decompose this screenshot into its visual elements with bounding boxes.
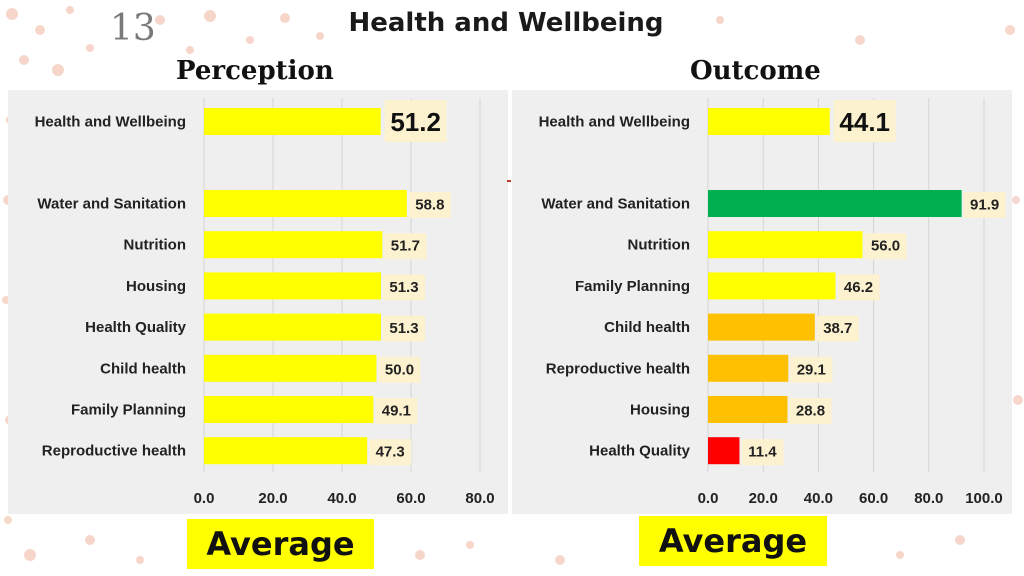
perception-chart: 0.0 20.0 40.0 60.0 80.0 Health and Wellbeing 5… — [8, 90, 508, 514]
perception-category-label: Health Quality — [85, 319, 187, 336]
perception-data-label: 51.7 — [391, 238, 420, 255]
perception-data-label-bg — [408, 192, 451, 218]
outcome-average-badge: Average — [639, 516, 827, 566]
perception-category-label: Water and Sanitation — [37, 196, 186, 213]
perception-x-tick-label: 80.0 — [465, 490, 494, 507]
perception-x-tick-label: 0.0 — [194, 490, 215, 507]
perception-bar — [204, 231, 383, 259]
outcome-headline-bar — [708, 108, 830, 135]
outcome-bar — [708, 313, 815, 341]
outcome-data-label-bg — [741, 439, 784, 466]
perception-data-label: 50.0 — [385, 361, 414, 378]
outcome-chart-svg: 0.0 20.0 40.0 60.0 80.0 100.0 Health and Wellb… — [539, 98, 1006, 507]
perception-data-label-bg — [382, 315, 425, 342]
outcome-title: Outcome — [690, 56, 821, 86]
outcome-category-label: Health Quality — [589, 443, 691, 460]
outcome-category-label: Housing — [630, 402, 690, 419]
outcome-category-label: Family Planning — [575, 278, 690, 295]
outcome-x-tick-label: 80.0 — [914, 490, 943, 507]
perception-bar — [204, 396, 374, 423]
perception-x-tick-label: 20.0 — [258, 490, 287, 507]
outcome-bar — [708, 437, 740, 465]
outcome-bar — [708, 354, 789, 382]
perception-data-label: 51.3 — [389, 279, 418, 296]
outcome-bar — [708, 272, 836, 300]
perception-data-label-bg — [384, 233, 427, 260]
outcome-data-label-bg — [790, 356, 833, 383]
outcome-x-tick-label: 0.0 — [698, 490, 719, 507]
outcome-bar — [708, 231, 863, 259]
outcome-chart: 0.0 20.0 40.0 60.0 80.0 100.0 Health and Wellb… — [512, 90, 1012, 514]
outcome-data-label-bg — [864, 233, 907, 260]
slide-number: 13 — [110, 8, 156, 49]
outcome-data-label-bg — [789, 398, 832, 424]
outcome-category-label: Health and Wellbeing — [539, 114, 690, 131]
outcome-category-label: Reproductive health — [546, 360, 690, 377]
outcome-data-label: 91.9 — [970, 197, 999, 214]
divider-mark — [507, 180, 511, 182]
perception-data-label-bg — [382, 274, 425, 301]
outcome-headline-value: 44.1 — [839, 107, 890, 137]
outcome-data-label: 29.1 — [797, 361, 826, 378]
perception-x-tick-label: 40.0 — [327, 490, 356, 507]
page-title: Health and Wellbeing — [348, 8, 664, 38]
outcome-x-tick-label: 100.0 — [965, 490, 1003, 507]
perception-headline-label-bg — [384, 100, 447, 142]
perception-data-label: 51.3 — [389, 320, 418, 337]
outcome-bar — [708, 396, 788, 423]
outcome-data-label: 28.8 — [796, 403, 825, 420]
perception-bar — [204, 354, 377, 382]
outcome-x-tick-label: 60.0 — [859, 490, 888, 507]
outcome-bar — [708, 190, 962, 217]
perception-title: Perception — [176, 56, 334, 86]
outcome-data-label: 11.4 — [748, 444, 777, 461]
perception-category-label: Health and Wellbeing — [35, 114, 186, 131]
outcome-category-label: Child health — [604, 319, 690, 336]
perception-data-label-bg — [369, 439, 412, 466]
outcome-x-tick-label: 40.0 — [804, 490, 833, 507]
perception-category-label: Nutrition — [124, 237, 186, 254]
perception-bar — [204, 272, 381, 300]
perception-category-label: Family Planning — [71, 402, 186, 419]
perception-data-label: 49.1 — [382, 403, 411, 420]
perception-bar — [204, 313, 381, 341]
perception-average-badge: Average — [187, 519, 374, 569]
perception-data-label: 58.8 — [415, 197, 444, 214]
perception-x-tick-label: 60.0 — [396, 490, 425, 507]
outcome-data-label-bg — [816, 315, 859, 342]
perception-headline-value: 51.2 — [390, 107, 441, 137]
outcome-category-label: Nutrition — [628, 237, 690, 254]
outcome-data-label: 56.0 — [871, 238, 900, 255]
perception-data-label-bg — [378, 356, 421, 383]
perception-headline-bar — [204, 108, 381, 135]
outcome-headline-label-bg — [833, 100, 896, 142]
outcome-data-label: 46.2 — [844, 279, 873, 296]
perception-bar — [204, 190, 407, 217]
outcome-data-label-bg — [963, 192, 1006, 218]
perception-data-label: 47.3 — [376, 444, 405, 461]
perception-category-label: Housing — [126, 278, 186, 295]
perception-category-label: Child health — [100, 360, 186, 377]
outcome-data-label-bg — [837, 274, 880, 301]
perception-data-label-bg — [375, 398, 418, 424]
outcome-category-label: Water and Sanitation — [541, 196, 690, 213]
perception-chart-svg: 0.0 20.0 40.0 60.0 80.0 Health and Wellbeing 5… — [35, 98, 495, 507]
outcome-x-tick-label: 20.0 — [749, 490, 778, 507]
perception-bar — [204, 437, 368, 465]
perception-category-label: Reproductive health — [42, 443, 186, 460]
outcome-data-label: 38.7 — [823, 320, 852, 337]
